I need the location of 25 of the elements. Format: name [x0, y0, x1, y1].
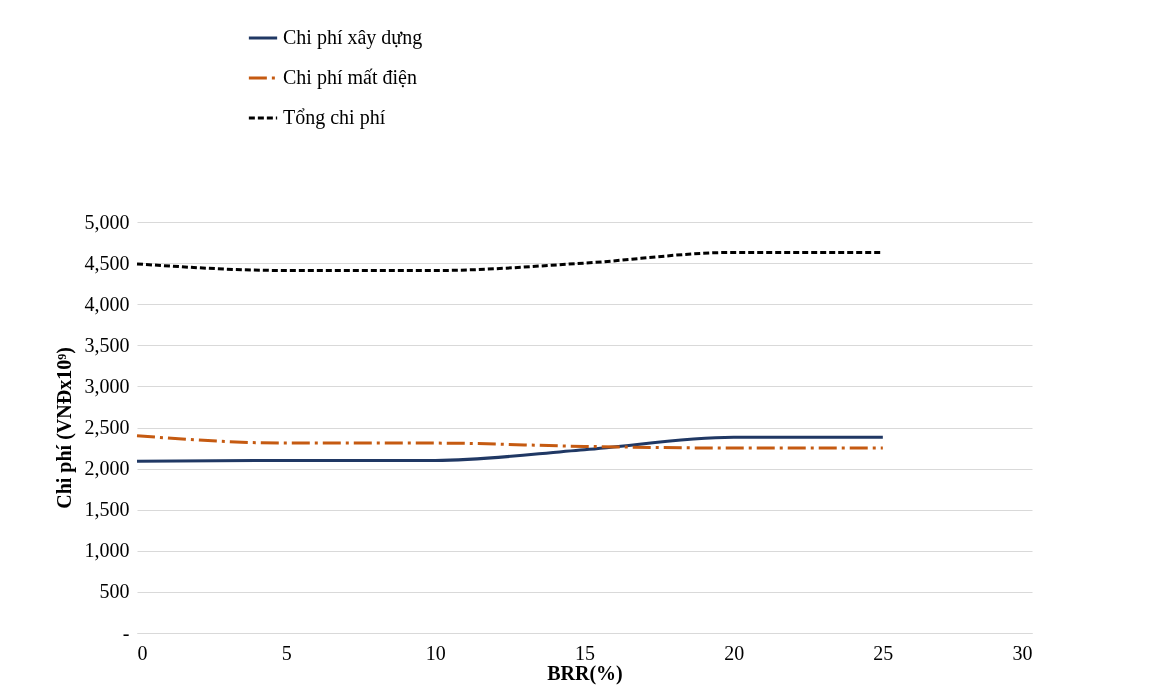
y-tick-label: 1,500 [84, 498, 130, 521]
x-tick-label: 20 [724, 641, 745, 664]
x-tick-label: 15 [575, 641, 595, 664]
y-tick-label: 2,000 [84, 457, 130, 480]
y-tick-label: 1,000 [84, 539, 130, 562]
y-tick-label: 500 [99, 580, 130, 603]
legend-label: Chi phí mất điện [283, 66, 417, 89]
y-tick-label: 2,500 [84, 416, 130, 438]
y-tick-label: 5,000 [84, 210, 130, 233]
x-tick-label: 5 [281, 641, 292, 664]
y-axis-title: Chi phí (VNĐx10⁹) [52, 347, 76, 509]
x-tick-label: 10 [425, 641, 446, 664]
y-tick-label: 4,500 [84, 251, 130, 274]
x-tick-label: 30 [1012, 641, 1033, 664]
y-tick-label: 3,000 [84, 374, 130, 397]
x-axis-title: BRR(%) [547, 661, 623, 685]
line-series [135, 435, 885, 463]
y-tick-label: 3,500 [84, 333, 130, 356]
y-tick-label: - [122, 621, 130, 644]
legend-label: Chi phí xây dựng [283, 26, 423, 49]
x-tick-label: 0 [137, 641, 148, 664]
line-series [135, 434, 885, 450]
x-tick-label: 25 [873, 641, 894, 664]
legend-label: Tổng chi phí [283, 106, 386, 129]
y-tick-label: 4,000 [84, 292, 130, 315]
